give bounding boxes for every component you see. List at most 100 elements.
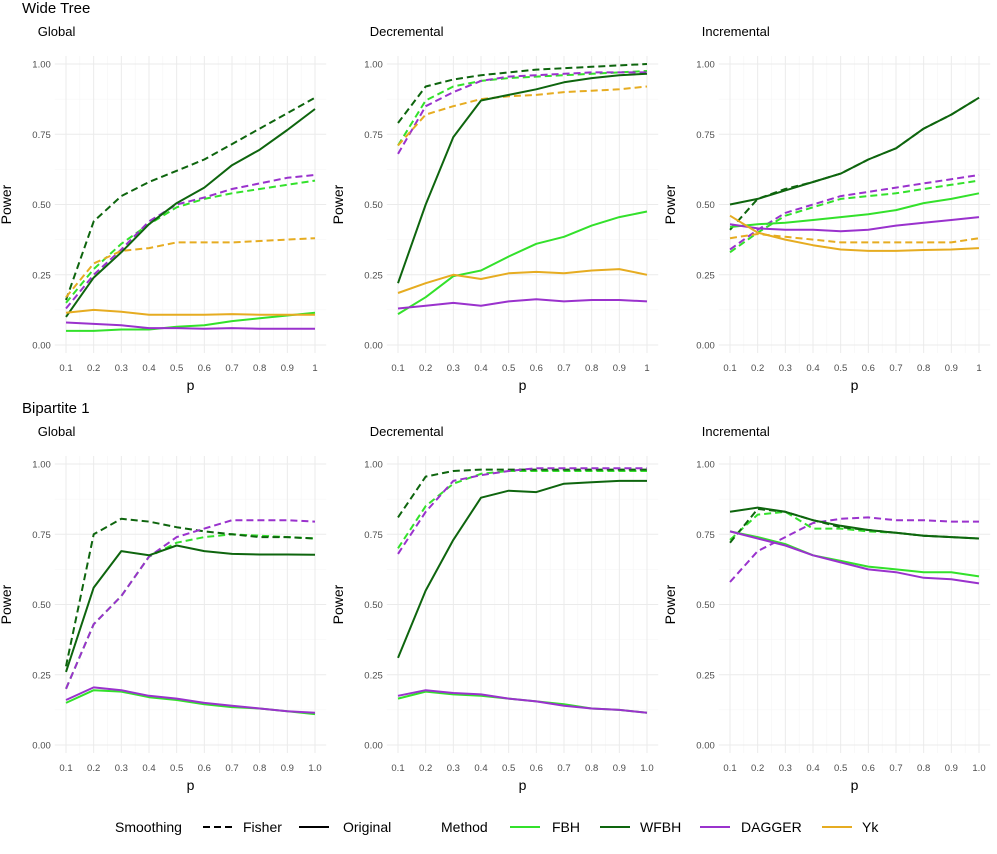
panel-3-series-wfbh-original bbox=[729, 96, 980, 206]
panel-4-x-tick-label: 0.7 bbox=[225, 763, 238, 774]
panel-6-series-wfbh-original bbox=[729, 506, 980, 540]
panel-6-y-tick-label: 0.50 bbox=[696, 600, 715, 611]
panel-6-x-axis-label: p bbox=[851, 777, 859, 793]
panel-3-y-axis-label: Power bbox=[662, 184, 678, 224]
panel-1-x-tick-label: 0.9 bbox=[281, 363, 294, 374]
legend-method-title: Method bbox=[441, 819, 488, 835]
panel-3-x-tick-label: 1 bbox=[976, 363, 981, 374]
panel-2-series-dagger-original bbox=[397, 298, 648, 310]
panel-3-x-tick-label: 0.2 bbox=[751, 363, 764, 374]
panel-2-x-axis-label: p bbox=[519, 377, 527, 393]
row-title-bipartite-1: Bipartite 1 bbox=[22, 400, 90, 417]
panel-2-x-tick-label: 0.7 bbox=[557, 363, 570, 374]
panel-6-y-tick-label: 0.00 bbox=[696, 741, 715, 752]
panel-2-x-tick-label: 0.9 bbox=[613, 363, 626, 374]
panel-1-series-fbh-original bbox=[66, 311, 316, 332]
panel-4-x-tick-label: 0.9 bbox=[281, 763, 294, 774]
panel-5-x-tick-label: 1.0 bbox=[640, 763, 653, 774]
panel-4-x-tick-label: 0.3 bbox=[115, 763, 128, 774]
panel-5-y-tick-label: 0.75 bbox=[364, 530, 383, 541]
panel-5-x-tick-label: 0.7 bbox=[557, 763, 570, 774]
panel-2-y-tick-label: 0.25 bbox=[364, 270, 383, 281]
panel-6-x-tick-label: 0.6 bbox=[862, 763, 875, 774]
panel-4-series-wfbh-original bbox=[65, 544, 316, 673]
panel-5-series-wfbh-original bbox=[397, 479, 647, 659]
panel-4-x-tick-label: 0.6 bbox=[198, 763, 211, 774]
panel-1-x-tick-label: 0.4 bbox=[142, 363, 155, 374]
panel-5-x-tick-label: 0.5 bbox=[502, 763, 515, 774]
panel-3-y-tick-label: 0.25 bbox=[696, 270, 715, 281]
panel-2-y-tick-label: 0.75 bbox=[364, 130, 383, 141]
panel-2-y-axis-label: Power bbox=[330, 184, 346, 224]
panel-1-y-tick-label: 1.00 bbox=[32, 60, 51, 71]
panel-2-x-tick-label: 0.8 bbox=[585, 363, 598, 374]
panel-6-series-dagger-original bbox=[729, 530, 980, 585]
panel-6-incremental: 0.00 0.25 0.50 0.75 1.00 0.1 0.2 0.3 0.4 0.5 0.6 0.… bbox=[662, 424, 991, 793]
panel-4-y-tick-label: 1.00 bbox=[32, 460, 51, 471]
panel-1-x-tick-label: 0.3 bbox=[115, 363, 128, 374]
legend-label-original: Original bbox=[343, 819, 391, 835]
panel-4-x-tick-label: 0.1 bbox=[59, 763, 72, 774]
panel-5-x-tick-label: 0.4 bbox=[474, 763, 487, 774]
panel-4-x-tick-label: 0.8 bbox=[253, 763, 266, 774]
panel-4-x-tick-label: 0.5 bbox=[170, 763, 183, 774]
panel-3-x-tick-label: 0.1 bbox=[723, 363, 736, 374]
panel-1-series-wfbh-fisher bbox=[65, 96, 316, 301]
panel-1-x-tick-label: 0.8 bbox=[253, 363, 266, 374]
panel-2-x-tick-label: 0.1 bbox=[391, 363, 404, 374]
panel-2-series-yk-fisher bbox=[397, 85, 648, 147]
legend-label-fbh: FBH bbox=[552, 819, 580, 835]
panels: 0.00 0.25 0.50 0.75 1.00 0.1 0.2 0.3 0.4 0.5 0.6 0.… bbox=[0, 24, 991, 793]
panel-3-x-tick-label: 0.8 bbox=[917, 363, 930, 374]
panel-2-series-fbh-fisher bbox=[397, 70, 648, 147]
panel-2-series-yk-original bbox=[397, 268, 648, 294]
panel-3-x-tick-label: 0.6 bbox=[862, 363, 875, 374]
panel-6-x-tick-label: 0.5 bbox=[834, 763, 847, 774]
legend-label-dagger: DAGGER bbox=[741, 819, 802, 835]
panel-4-title: Global bbox=[38, 424, 76, 439]
panel-5-x-tick-label: 0.6 bbox=[530, 763, 543, 774]
panel-1-x-tick-label: 0.2 bbox=[87, 363, 100, 374]
panel-3-x-tick-label: 0.5 bbox=[834, 363, 847, 374]
panel-1-x-tick-label: 1 bbox=[312, 363, 317, 374]
panel-1-series-wfbh-original bbox=[65, 108, 316, 318]
panel-2-y-tick-label: 0.00 bbox=[364, 341, 383, 352]
legend-label-fisher: Fisher bbox=[243, 819, 282, 835]
panel-5-series-dagger-fisher bbox=[397, 467, 647, 555]
panel-2-decremental: 0.00 0.25 0.50 0.75 1.00 0.1 0.2 0.3 0.4 0.5 0.6 0.… bbox=[330, 24, 659, 393]
panel-1-y-tick-label: 0.75 bbox=[32, 130, 51, 141]
panel-5-y-tick-label: 1.00 bbox=[364, 460, 383, 471]
panel-1-y-axis-label: Power bbox=[0, 184, 14, 224]
panel-4-series-wfbh-fisher bbox=[65, 517, 316, 667]
panel-6-y-tick-label: 0.75 bbox=[696, 530, 715, 541]
panel-3-x-axis-label: p bbox=[851, 377, 859, 393]
panel-3-y-tick-label: 1.00 bbox=[696, 60, 715, 71]
panel-5-x-tick-label: 0.8 bbox=[585, 763, 598, 774]
panel-4-y-axis-label: Power bbox=[0, 584, 14, 624]
panel-1-y-tick-label: 0.00 bbox=[32, 341, 51, 352]
panel-5-x-tick-label: 0.3 bbox=[447, 763, 460, 774]
panel-5-x-tick-label: 0.9 bbox=[613, 763, 626, 774]
panel-6-x-tick-label: 1.0 bbox=[972, 763, 985, 774]
panel-4-series-dagger-fisher bbox=[65, 519, 316, 690]
panel-3-series-dagger-original bbox=[729, 216, 980, 233]
panel-1-title: Global bbox=[38, 24, 76, 39]
panel-4-y-tick-label: 0.75 bbox=[32, 530, 51, 541]
panel-2-x-tick-label: 1 bbox=[644, 363, 649, 374]
panel-5-title: Decremental bbox=[370, 424, 444, 439]
panel-3-series-fbh-original bbox=[729, 192, 980, 228]
legend-smoothing-title: Smoothing bbox=[115, 819, 182, 835]
panel-4-y-tick-label: 0.25 bbox=[32, 670, 51, 681]
panel-6-x-tick-label: 0.2 bbox=[751, 763, 764, 774]
panel-6-y-tick-label: 1.00 bbox=[696, 460, 715, 471]
panel-3-y-tick-label: 0.75 bbox=[696, 130, 715, 141]
panel-6-y-tick-label: 0.25 bbox=[696, 670, 715, 681]
panel-5-x-axis-label: p bbox=[519, 777, 527, 793]
panel-3-x-tick-label: 0.3 bbox=[779, 363, 792, 374]
panel-4-x-axis-label: p bbox=[187, 777, 195, 793]
panel-1-series-dagger-fisher bbox=[65, 174, 316, 310]
panel-1-series-dagger-original bbox=[65, 321, 315, 330]
panel-1-x-tick-label: 0.7 bbox=[225, 363, 238, 374]
panel-4-y-tick-label: 0.00 bbox=[32, 741, 51, 752]
